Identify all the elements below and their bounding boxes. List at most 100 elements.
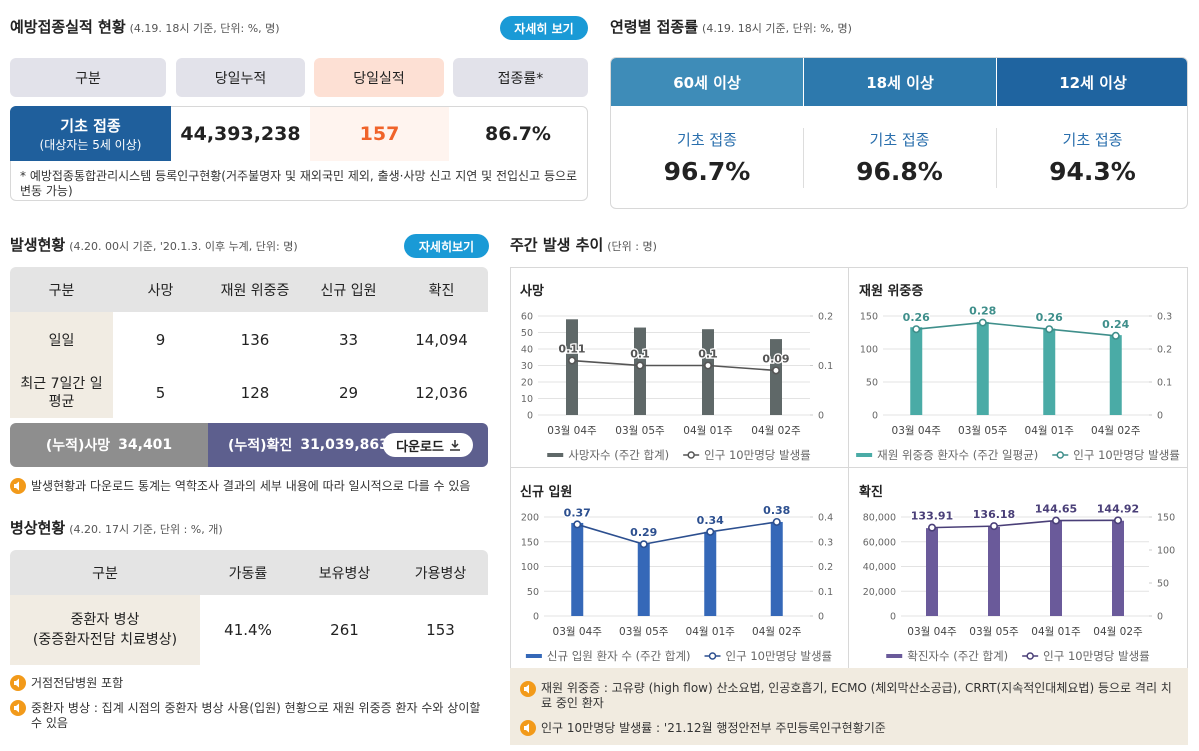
y-tick-label: 10 <box>521 394 533 405</box>
bar <box>926 528 938 616</box>
y2-tick-label: 0.2 <box>818 562 833 573</box>
data-label: 133.91 <box>911 510 953 523</box>
bar <box>634 327 646 415</box>
vaccination-heading: 예방접종실적 현황 (4.19. 18시 기준, 단위: %, 명) <box>10 16 280 37</box>
data-label: 0.26 <box>903 311 930 324</box>
legend-swatch-marker <box>708 652 717 660</box>
y-tick-label: 30 <box>521 361 533 372</box>
section-title: 예방접종실적 현황 <box>10 18 126 36</box>
line-marker <box>639 540 648 549</box>
bar <box>1043 328 1056 415</box>
cumulative-confirmed: (누적)확진 31,039,863 <box>208 423 488 467</box>
x-tick-label: 03월 05주 <box>969 626 1019 638</box>
data-label: 0.38 <box>763 504 790 517</box>
x-tick-label: 03월 05주 <box>958 425 1008 437</box>
y2-tick-label: 0.2 <box>1157 345 1172 356</box>
row-label: 중환자 병상 (중증환자전담 치료병상) <box>10 595 200 665</box>
legend-swatch <box>886 654 903 658</box>
cumulative-value: 31,039,863 <box>300 437 389 453</box>
line <box>931 519 1119 529</box>
chart-title: 재원 위중증 <box>859 284 923 299</box>
x-tick-label: 04월 02주 <box>1093 626 1143 638</box>
age-label: 기초 접종 <box>869 130 930 149</box>
section-title: 발생현황 <box>10 236 66 254</box>
section-title: 병상현황 <box>10 519 66 537</box>
row-label-text: 중환자 병상 <box>70 612 140 628</box>
age-value: 94.3% <box>1049 156 1136 186</box>
divider <box>803 128 804 188</box>
bar <box>976 321 989 415</box>
header-cell: 재원 위중증 <box>220 282 290 299</box>
header-cell: 당일누적 <box>176 58 305 97</box>
divider <box>996 128 997 188</box>
y-tick-label: 20,000 <box>863 587 896 598</box>
x-tick-label: 04월 02주 <box>751 425 801 437</box>
bar <box>1112 520 1124 616</box>
data-label: 0.09 <box>762 352 789 365</box>
cumulative-death: (누적)사망 34,401 <box>10 423 208 467</box>
bar <box>1050 520 1062 616</box>
y2-tick-label: 150 <box>1157 513 1175 524</box>
bar <box>770 339 782 415</box>
y-tick-label: 60,000 <box>863 537 896 548</box>
download-label: 다운로드 <box>396 439 444 455</box>
bar <box>1109 335 1122 415</box>
bar <box>704 531 717 616</box>
age-header: 60세 이상 <box>611 58 803 106</box>
section-title: 연령별 접종률 <box>610 18 699 36</box>
row-label-text: 기초 접종 <box>60 116 121 135</box>
legend-item: 확진자수 (주간 합계) <box>886 649 1008 663</box>
x-tick-label: 04월 01주 <box>683 425 733 437</box>
section-subtitle: (4.20. 17시 기준, 단위 : %, 개) <box>69 523 223 536</box>
y-tick-label: 50 <box>527 587 539 598</box>
chart-title: 사망 <box>520 283 544 299</box>
legend-item: 사망자수 (주간 합계) <box>547 448 669 462</box>
bar <box>988 526 1000 616</box>
chart: 사망 0 10 20 30 40 50 60 0 0.1 0.2 03월 04주 03월 05주 04월 … <box>520 283 833 462</box>
line-marker <box>1111 331 1120 340</box>
line-marker <box>912 325 921 334</box>
legend-label: 인구 10만명당 발생률 <box>1043 649 1150 663</box>
download-icon <box>449 439 460 451</box>
value-cell: 128 <box>240 383 270 402</box>
speaker-icon <box>10 700 26 716</box>
line-marker <box>1113 516 1122 525</box>
line-marker <box>704 361 713 370</box>
beds-heading: 병상현황 (4.20. 17시 기준, 단위 : %, 개) <box>10 517 223 538</box>
age-header: 12세 이상 <box>996 58 1187 106</box>
value-cell: 44,393,238 <box>180 123 301 145</box>
chart: 재원 위중증 0 50 100 150 0 0.1 0.2 0.3 03월 04주 03월 05주 0… <box>856 284 1180 462</box>
download-button[interactable]: 다운로드 <box>383 433 473 457</box>
data-label: 144.65 <box>1035 503 1077 516</box>
section-subtitle: (4.19. 18시 기준, 단위: %, 명) <box>702 22 852 35</box>
bar <box>770 521 783 616</box>
y2-tick-label: 0 <box>1157 411 1163 422</box>
age-value: 96.7% <box>663 156 751 186</box>
value-cell: 86.7% <box>485 123 551 145</box>
header-cell: 당일실적 <box>314 58 444 97</box>
note: 인구 10만명당 발생률 : '21.12월 행정안전부 주민등록인구현황기준 <box>541 721 886 735</box>
x-tick-label: 03월 05주 <box>615 425 665 437</box>
x-tick-label: 03월 05주 <box>619 626 669 638</box>
section-subtitle: (4.19. 18시 기준, 단위: %, 명) <box>129 22 280 35</box>
line <box>916 321 1116 337</box>
y2-tick-label: 0.3 <box>1157 312 1172 323</box>
value-cell: 153 <box>426 621 455 639</box>
bar <box>566 319 578 415</box>
legend-swatch-marker <box>687 451 695 459</box>
age-heading: 연령별 접종률 (4.19. 18시 기준, 단위: %, 명) <box>610 16 852 37</box>
legend-label: 신규 입원 환자 수 (주간 합계) <box>547 649 691 663</box>
note: 재원 위중증 : 고유량 (high flow) 산소요법, 인공호흡기, EC… <box>541 681 1172 710</box>
line-marker <box>772 517 781 526</box>
y-tick-label: 0 <box>890 612 896 623</box>
y2-tick-label: 0.3 <box>818 537 833 548</box>
y-tick-label: 150 <box>521 537 539 548</box>
y2-tick-label: 0 <box>818 411 824 422</box>
detail-button[interactable]: 자세히보기 <box>404 234 489 258</box>
y-tick-label: 50 <box>866 378 878 389</box>
section-subtitle: (단위 : 명) <box>607 240 657 253</box>
detail-button[interactable]: 자세히 보기 <box>500 16 588 40</box>
note: 발생현황과 다운로드 통계는 역학조사 결과의 세부 내용에 따라 일시적으로 … <box>31 479 471 493</box>
bar <box>910 327 923 415</box>
